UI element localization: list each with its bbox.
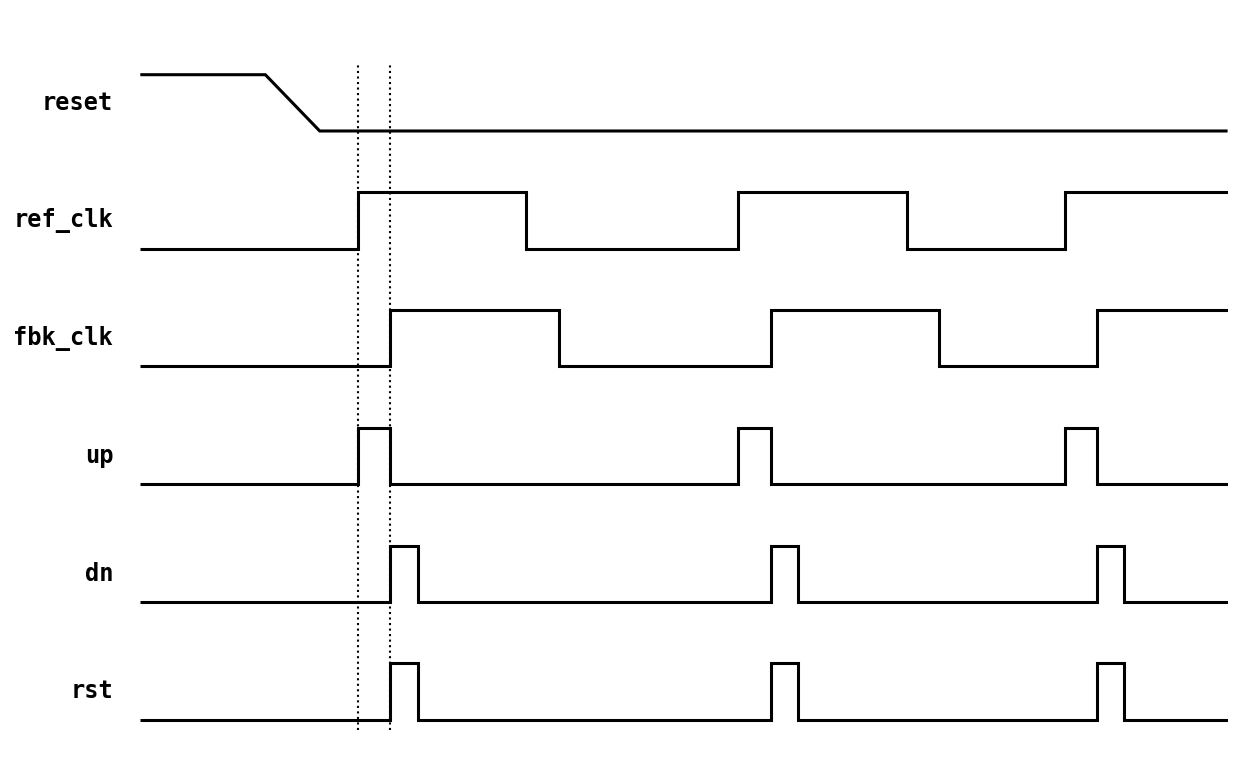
Text: dn: dn bbox=[84, 561, 113, 586]
Text: rst: rst bbox=[71, 680, 113, 703]
Text: ref_clk: ref_clk bbox=[14, 208, 113, 233]
Text: up: up bbox=[84, 444, 113, 468]
Text: fbk_clk: fbk_clk bbox=[14, 326, 113, 350]
Text: reset: reset bbox=[42, 91, 113, 114]
